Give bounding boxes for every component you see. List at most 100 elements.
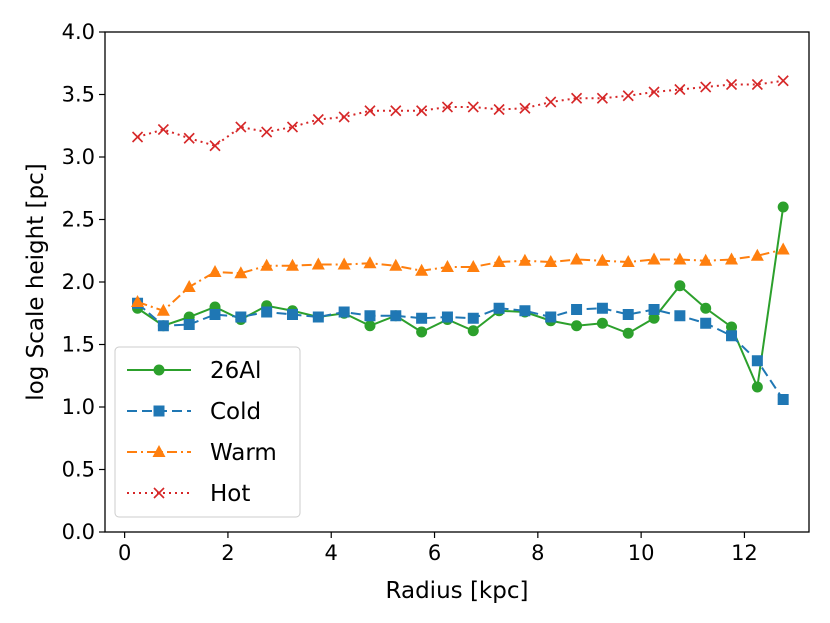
y-tick-label: 2.5 (62, 208, 95, 232)
data-point-hot (235, 121, 247, 133)
data-point-cold (209, 309, 221, 320)
data-point-26al (596, 317, 608, 329)
data-point-warm (466, 260, 480, 272)
data-point-warm (156, 303, 170, 316)
data-point-26al (700, 302, 712, 314)
data-point-hot (467, 101, 479, 113)
data-point-hot (312, 113, 324, 126)
data-point-cold (700, 317, 712, 329)
x-tick-label: 10 (628, 541, 655, 565)
series-cold (132, 297, 789, 405)
data-point-hot (338, 111, 350, 123)
data-point-26al (726, 321, 738, 333)
data-point-cold (390, 310, 402, 322)
data-point-hot (519, 102, 531, 114)
data-point-cold (235, 311, 247, 323)
data-point-hot (571, 92, 583, 104)
data-point-cold (286, 309, 298, 320)
data-point-hot (674, 83, 686, 96)
data-point-hot (131, 131, 144, 143)
plot-area (131, 75, 790, 405)
legend-marker-hot (153, 487, 165, 499)
data-point-cold (467, 312, 479, 324)
data-point-cold (726, 330, 738, 342)
data-point-26al (751, 381, 763, 393)
data-point-hot (777, 75, 789, 87)
y-tick-label: 4.0 (62, 20, 95, 44)
data-point-warm (285, 258, 299, 271)
data-point-warm (389, 258, 403, 271)
series-line-hot (137, 79, 784, 147)
data-point-warm (363, 256, 377, 269)
data-point-hot (209, 140, 221, 152)
data-point-cold (261, 306, 273, 318)
x-tick-label: 8 (531, 541, 544, 565)
data-point-warm (182, 280, 196, 292)
data-point-warm (570, 252, 584, 265)
data-point-26al (622, 327, 634, 339)
data-point-cold (622, 309, 634, 320)
data-point-cold (493, 302, 505, 314)
series-hot (131, 75, 789, 152)
legend-label-warm: Warm (210, 440, 277, 466)
y-tick-label: 1.0 (62, 395, 95, 419)
y-tick-label: 3.5 (62, 83, 95, 107)
data-point-hot (493, 103, 505, 116)
data-point-cold (545, 311, 557, 323)
data-point-cold (441, 311, 453, 323)
y-tick-label: 0.5 (62, 458, 95, 482)
data-point-warm (518, 253, 532, 266)
data-point-warm (699, 253, 713, 266)
data-point-26al (571, 320, 583, 332)
data-point-warm (647, 252, 661, 265)
y-tick-label: 2.0 (62, 270, 95, 294)
data-point-warm (234, 266, 248, 279)
legend: 26Al Cold Warm Hot (114, 346, 301, 518)
ticks: 0 2 4 6 8 10 12 0.0 0.5 1.0 1.5 2.0 2.5 3.0 3.5 4.0 (62, 20, 758, 565)
data-point-hot (751, 78, 763, 91)
data-point-warm (776, 242, 790, 255)
x-axis-label: Radius [kpc] (386, 578, 529, 604)
y-tick-label: 0.0 (62, 520, 95, 544)
data-point-warm (208, 265, 222, 277)
series-warm (131, 242, 790, 316)
legend-label-cold: Cold (210, 399, 261, 425)
data-point-hot (596, 92, 608, 104)
data-point-hot (545, 96, 557, 108)
data-point-26al (416, 326, 428, 338)
legend-label-hot: Hot (210, 481, 250, 507)
data-point-hot (364, 105, 376, 117)
legend-marker-warm (152, 445, 166, 457)
data-point-warm (621, 255, 635, 267)
data-point-cold (648, 304, 660, 315)
x-tick-label: 6 (428, 541, 441, 565)
series-line-warm (137, 248, 784, 312)
data-point-26al (777, 201, 789, 213)
y-tick-label: 1.5 (62, 333, 95, 357)
data-point-cold (519, 305, 531, 317)
x-tick-label: 2 (221, 541, 234, 565)
data-point-hot (725, 78, 738, 91)
data-point-cold (416, 312, 428, 324)
data-point-hot (261, 126, 273, 138)
data-point-warm (725, 252, 739, 265)
y-tick-label: 3.0 (62, 145, 95, 169)
data-point-26al (467, 325, 479, 337)
y-axis-label: log Scale height [pc] (23, 163, 49, 400)
data-point-cold (571, 304, 583, 315)
data-point-26al (674, 280, 686, 292)
x-tick-label: 4 (325, 541, 338, 565)
data-point-warm (673, 252, 687, 265)
data-point-hot (648, 86, 660, 98)
legend-marker-cold (153, 405, 165, 417)
data-point-hot (416, 105, 428, 117)
data-point-warm (440, 260, 454, 272)
data-point-hot (622, 90, 634, 102)
data-point-warm (311, 257, 325, 270)
legend-marker-26al (153, 364, 165, 376)
data-point-cold (157, 320, 169, 332)
data-point-warm (492, 255, 506, 267)
data-point-hot (390, 105, 402, 117)
data-point-hot (286, 121, 299, 133)
data-point-warm (131, 295, 145, 307)
